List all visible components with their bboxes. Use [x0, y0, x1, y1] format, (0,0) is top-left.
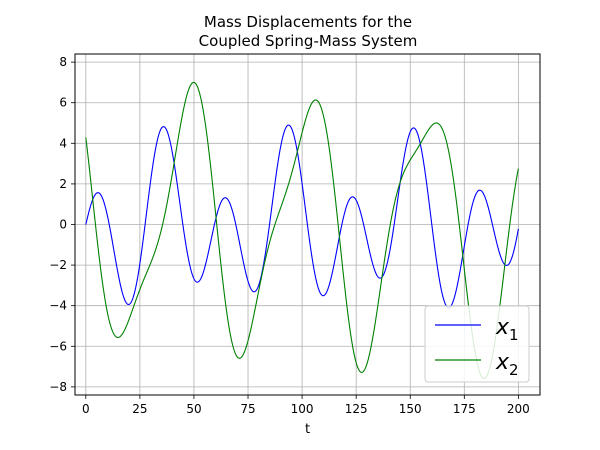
y-tick-label: −6	[49, 339, 67, 353]
y-tick-label: −2	[49, 258, 67, 272]
x-tick-label: 125	[345, 402, 368, 416]
y-tick-label: −4	[49, 299, 67, 313]
y-tick-label: 8	[59, 55, 67, 69]
chart-title-line-1: Mass Displacements for the	[204, 13, 412, 31]
legend-label-x2: x2	[495, 350, 519, 379]
legend: x1 x2	[424, 305, 530, 383]
x-tick-label: 150	[399, 402, 422, 416]
legend-label-x1: x1	[495, 315, 519, 344]
x-axis-label: t	[305, 422, 310, 437]
y-tick-label: 4	[59, 136, 67, 150]
tick-layer: 0 25 50 75 100 125 150 175 200 −8 −6 −4 −2 0 2 4 6 8	[49, 55, 530, 416]
y-tick-label: 2	[59, 177, 67, 191]
x-tick-label: 175	[453, 402, 476, 416]
x-tick-label: 25	[132, 402, 147, 416]
chart-title-line-2: Coupled Spring-Mass System	[199, 32, 418, 50]
y-tick-label: 6	[59, 96, 67, 110]
y-tick-label: 0	[59, 218, 67, 232]
y-tick-label: −8	[49, 380, 67, 394]
series-line-x2	[85, 81, 519, 380]
x-tick-label: 100	[291, 402, 314, 416]
x-tick-label: 0	[82, 402, 90, 416]
x-tick-label: 75	[240, 402, 255, 416]
x-tick-label: 200	[507, 402, 530, 416]
x-tick-label: 50	[186, 402, 201, 416]
